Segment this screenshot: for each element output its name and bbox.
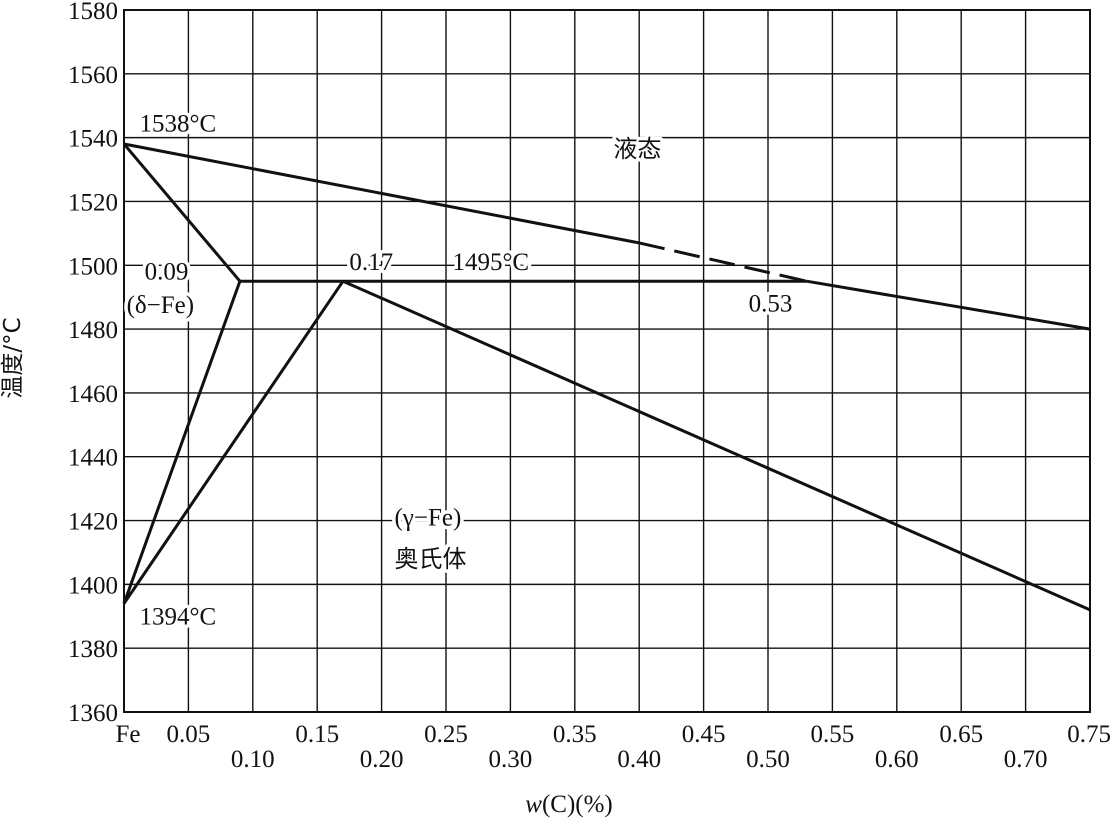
x-axis-title: w(C)(%) — [525, 791, 613, 818]
y-tick-label: 1400 — [68, 572, 118, 599]
y-tick-label: 1360 — [68, 700, 118, 727]
phase-boundaries — [122, 142, 1091, 612]
x-tick-label: 0.75 — [1067, 721, 1111, 748]
x-tick-label: 0.30 — [489, 746, 533, 773]
y-tick-label: 1440 — [68, 445, 118, 472]
x-tick-label: 0.70 — [1004, 746, 1048, 773]
x-axis-title-var: w — [525, 791, 542, 818]
x-tick-label: 0.65 — [939, 721, 983, 748]
x-axis-ticks: Fe 0.05 0.15 0.25 0.35 0.45 0.55 0.65 0.75 0.10 0.… — [116, 721, 1112, 773]
y-axis-title: 温度/°C — [0, 317, 26, 398]
y-tick-label: 1560 — [68, 62, 118, 89]
x-tick-label: 0.50 — [746, 746, 790, 773]
y-tick-label: 1460 — [68, 381, 118, 408]
annotation-label: 1394°C — [139, 603, 216, 630]
annotation-label: 液态 — [613, 135, 661, 163]
x-tick-label: 0.20 — [360, 746, 404, 773]
y-tick-label: 1520 — [68, 189, 118, 216]
x-tick-label: 0.35 — [553, 721, 597, 748]
annotation-label: 0.09 — [145, 259, 189, 286]
x-axis-title-rest: (C)(%) — [542, 791, 613, 818]
x-tick-label: 0.15 — [295, 721, 339, 748]
x-tick-label: 0.40 — [617, 746, 661, 773]
phase-boundary — [122, 280, 242, 605]
annotation-label: 0.53 — [749, 291, 793, 318]
annotations: 1538°C 液态 0.09 (δ−Fe) 0.17 1495°C 0.53 (γ−Fe) 奥氏… — [123, 107, 796, 634]
y-tick-label: 1540 — [68, 126, 118, 153]
phase-boundary — [122, 280, 345, 605]
annotation-label: 0.17 — [349, 249, 393, 276]
y-tick-label: 1420 — [68, 509, 118, 536]
x-tick-label: 0.45 — [682, 721, 726, 748]
phase-boundary — [123, 142, 640, 245]
y-tick-label: 1480 — [68, 317, 118, 344]
x-tick-label: 0.25 — [424, 721, 468, 748]
annotation-label: (δ−Fe) — [127, 292, 195, 319]
x-tick-label: 0.55 — [811, 721, 855, 748]
y-tick-label: 1380 — [68, 636, 118, 663]
phase-boundary — [122, 143, 242, 283]
annotation-label: 1538°C — [139, 110, 216, 137]
phase-boundary — [342, 279, 1091, 612]
x-tick-label: Fe — [116, 721, 141, 748]
y-axis-ticks: 1360 1380 1400 1420 1440 1460 1480 1500 1520 1540… — [68, 0, 118, 727]
annotation-label: (γ−Fe) — [394, 504, 461, 531]
phase-boundary-dashed — [638, 241, 807, 283]
grid — [123, 9, 1091, 713]
phase-boundary — [806, 279, 1091, 331]
x-tick-label: 0.10 — [231, 746, 275, 773]
y-tick-label: 1580 — [68, 0, 118, 25]
x-tick-label: 0.60 — [875, 746, 919, 773]
x-tick-label: 0.05 — [167, 721, 211, 748]
plot-frame — [123, 9, 1091, 713]
y-tick-label: 1500 — [68, 253, 118, 280]
annotation-label: 1495°C — [452, 249, 529, 276]
annotation-label: 奥氏体 — [394, 545, 466, 573]
